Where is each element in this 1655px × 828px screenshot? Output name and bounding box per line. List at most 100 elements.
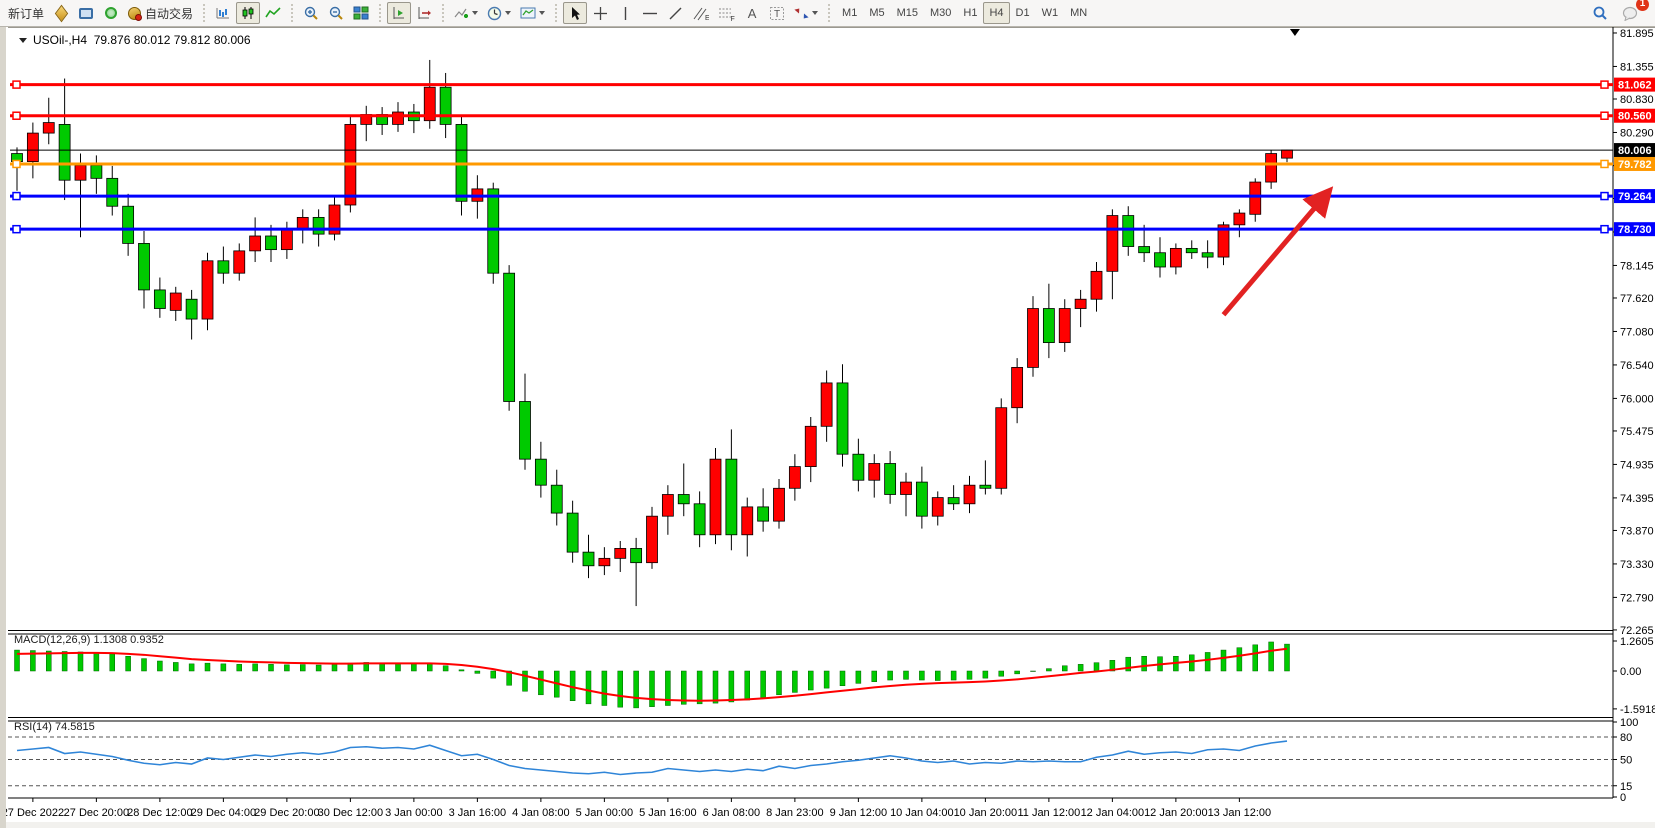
svg-text:12 Jan 04:00: 12 Jan 04:00 [1081, 807, 1145, 819]
svg-text:E: E [705, 15, 709, 21]
svg-text:78.145: 78.145 [1620, 260, 1654, 272]
svg-text:80.830: 80.830 [1620, 94, 1654, 106]
notifications-button[interactable]: 1 [1618, 0, 1649, 24]
terminal-icon [79, 7, 94, 19]
timeframe-d1[interactable]: D1 [1015, 7, 1030, 19]
search-icon [1593, 6, 1607, 20]
timeframe-m15[interactable]: M15 [896, 7, 918, 19]
timeframe-h4[interactable]: H4 [983, 2, 1010, 24]
tile-windows-button[interactable] [349, 2, 373, 24]
periods-button[interactable] [483, 2, 515, 24]
chart-canvas[interactable]: 81.89581.35580.83080.29079.75579.22578.6… [6, 27, 1655, 828]
arrows-button[interactable] [790, 2, 822, 24]
timeframe-m30[interactable]: M30 [930, 7, 952, 19]
indicators-button[interactable] [450, 2, 482, 24]
svg-text:81.895: 81.895 [1620, 28, 1654, 40]
svg-text:75.475: 75.475 [1620, 426, 1654, 438]
chart-shift-button[interactable] [412, 2, 436, 24]
svg-text:5 Jan 00:00: 5 Jan 00:00 [576, 807, 634, 819]
main-toolbar: 新订单 自动交易 [0, 0, 1655, 27]
candles [11, 59, 1293, 607]
text-label-icon: T [770, 6, 785, 20]
auto-scroll-button[interactable] [387, 2, 412, 24]
toolbar-grip [826, 4, 833, 22]
symbol-dropdown-icon[interactable] [19, 37, 27, 43]
toolbar-grip [553, 4, 560, 22]
svg-text:73.330: 73.330 [1620, 559, 1654, 571]
svg-text:81.062: 81.062 [1618, 80, 1652, 92]
svg-text:T: T [774, 9, 780, 20]
svg-text:F: F [731, 16, 735, 21]
timeframe-h1[interactable]: H1 [963, 7, 978, 19]
fibonacci-button[interactable]: F [714, 2, 739, 24]
macd-indicator-label: MACD(12,26,9) 1.1308 0.9352 [14, 634, 164, 646]
terminal-button[interactable] [74, 2, 98, 24]
zoom-out-button[interactable] [324, 2, 348, 24]
line-chart-icon [265, 7, 281, 18]
text-label-button[interactable]: T [765, 2, 789, 24]
svg-text:0.00: 0.00 [1620, 666, 1641, 678]
text-button[interactable]: A [747, 5, 757, 21]
price-badge [1614, 156, 1655, 171]
price-badge [1614, 77, 1655, 92]
zoom-in-button[interactable] [299, 2, 323, 24]
vertical-line-button[interactable] [613, 2, 637, 24]
crosshair-icon [593, 6, 607, 20]
vertical-line-icon [624, 6, 626, 20]
indicators-add-icon [454, 8, 469, 18]
svg-text:78.730: 78.730 [1618, 224, 1652, 236]
svg-text:81.355: 81.355 [1620, 61, 1654, 73]
timeframe-m1[interactable]: M1 [842, 7, 858, 19]
horizontal-line-icon [643, 12, 658, 14]
price-badge [1614, 143, 1655, 158]
svg-text:77.080: 77.080 [1620, 326, 1654, 338]
svg-text:76.540: 76.540 [1620, 360, 1654, 372]
chart-shift-icon [418, 7, 432, 19]
ohlc-close: 80.006 [213, 33, 251, 47]
svg-text:11 Jan 12:00: 11 Jan 12:00 [1017, 807, 1080, 819]
auto-trading-icon [128, 6, 143, 21]
timeframe-mn[interactable]: MN [1070, 7, 1088, 19]
rsi-indicator-label: RSI(14) 74.5815 [14, 721, 95, 733]
candlestick-chart-button[interactable] [236, 2, 261, 24]
toolbar-grip [201, 4, 208, 22]
svg-text:74.395: 74.395 [1620, 493, 1654, 505]
horizontal-line-button[interactable] [638, 2, 662, 24]
crosshair-button[interactable] [588, 2, 612, 24]
svg-text:27 Dec 2022: 27 Dec 2022 [6, 807, 64, 819]
trendline-icon [669, 7, 682, 19]
tile-windows-icon [353, 6, 369, 20]
ohlc-high: 80.012 [133, 33, 171, 47]
channel-icon: E [693, 7, 709, 21]
equidistant-channel-button[interactable]: E [688, 2, 713, 24]
svg-text:4 Jan 08:00: 4 Jan 08:00 [512, 807, 570, 819]
window-bottom-edge [6, 822, 1655, 828]
trendline-button[interactable] [663, 2, 687, 24]
timeframe-w1[interactable]: W1 [1041, 7, 1059, 19]
auto-trading-label: 自动交易 [145, 6, 194, 21]
shift-marker-icon [1289, 29, 1300, 36]
ohlc-open: 79.876 [93, 33, 131, 47]
line-chart-button[interactable] [261, 2, 285, 24]
search-button[interactable] [1588, 2, 1612, 24]
strategy-tester-button[interactable] [99, 2, 123, 24]
charts-profile-button[interactable] [49, 2, 73, 24]
svg-text:73.870: 73.870 [1620, 525, 1654, 537]
templates-button[interactable] [516, 2, 549, 24]
template-icon [520, 7, 536, 19]
toolbar-right: 1 [1588, 0, 1651, 24]
svg-text:29 Dec 20:00: 29 Dec 20:00 [254, 807, 319, 819]
bar-chart-button[interactable] [211, 2, 235, 24]
cursor-button[interactable] [563, 2, 588, 24]
new-order-button[interactable]: 新订单 [4, 2, 48, 24]
dropdown-caret-icon [505, 11, 512, 15]
trend-arrow-annotation [1221, 186, 1334, 317]
dropdown-caret-icon [539, 11, 546, 15]
radar-icon [105, 7, 118, 19]
timeframe-m5[interactable]: M5 [869, 7, 885, 19]
svg-text:9 Jan 12:00: 9 Jan 12:00 [830, 807, 888, 819]
chart-title: USOil-,H4 79.876 80.012 79.812 80.006 [19, 33, 251, 47]
svg-text:10 Jan 20:00: 10 Jan 20:00 [954, 807, 1018, 819]
auto-trading-button[interactable]: 自动交易 [124, 2, 197, 24]
